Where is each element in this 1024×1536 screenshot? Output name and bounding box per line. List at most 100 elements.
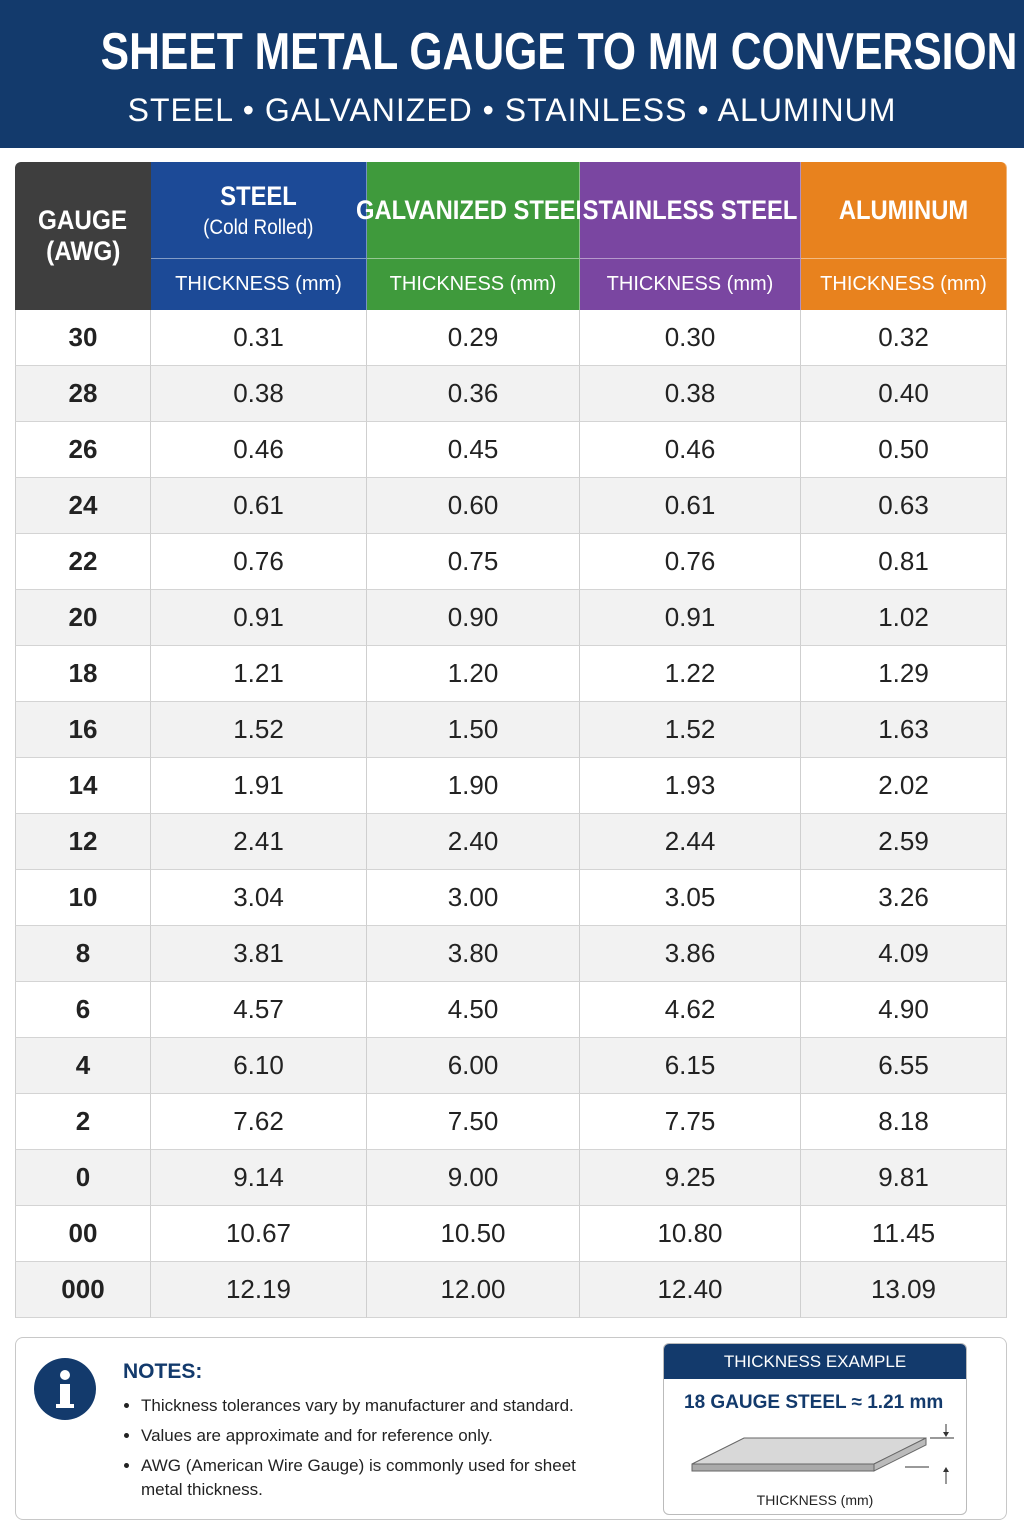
value-cell: 1.50 xyxy=(367,702,580,758)
column-header: STAINLESS STEEL xyxy=(580,162,801,258)
value-cell: 0.29 xyxy=(367,310,580,366)
value-cell: 4.57 xyxy=(151,982,367,1038)
value-cell: 1.52 xyxy=(580,702,801,758)
value-cell: 3.00 xyxy=(367,870,580,926)
value-cell: 3.04 xyxy=(151,870,367,926)
value-cell: 0.75 xyxy=(367,534,580,590)
value-cell: 3.26 xyxy=(801,870,1007,926)
column-unit: THICKNESS (mm) xyxy=(151,258,367,310)
value-cell: 9.00 xyxy=(367,1150,580,1206)
value-cell: 9.14 xyxy=(151,1150,367,1206)
value-cell: 0.38 xyxy=(151,366,367,422)
info-icon xyxy=(34,1358,96,1420)
value-cell: 9.81 xyxy=(801,1150,1007,1206)
value-cell: 2.41 xyxy=(151,814,367,870)
value-cell: 0.81 xyxy=(801,534,1007,590)
example-text: 18 GAUGE STEEL ≈ 1.21 mm xyxy=(684,1392,944,1413)
value-cell: 0.31 xyxy=(151,310,367,366)
value-cell: 12.40 xyxy=(580,1262,801,1318)
value-cell: 0.63 xyxy=(801,478,1007,534)
value-cell: 0.38 xyxy=(580,366,801,422)
value-cell: 10.67 xyxy=(151,1206,367,1262)
value-cell: 0.45 xyxy=(367,422,580,478)
notes-title: NOTES: xyxy=(123,1360,203,1383)
value-cell: 7.75 xyxy=(580,1094,801,1150)
column-note: (Cold Rolled) xyxy=(203,215,314,239)
value-cell: 11.45 xyxy=(801,1206,1007,1262)
value-cell: 1.93 xyxy=(580,758,801,814)
gauge-header: GAUGE (AWG) xyxy=(15,162,151,310)
value-cell: 1.20 xyxy=(367,646,580,702)
column-name: STEEL xyxy=(220,180,297,211)
column-unit: THICKNESS (mm) xyxy=(580,258,801,310)
value-cell: 0.90 xyxy=(367,590,580,646)
column-name: ALUMINUM xyxy=(838,194,969,225)
column-name: GALVANIZED STEEL xyxy=(355,194,591,225)
value-cell: 2.40 xyxy=(367,814,580,870)
gauge-cell: 22 xyxy=(15,534,151,590)
value-cell: 1.02 xyxy=(801,590,1007,646)
gauge-cell: 20 xyxy=(15,590,151,646)
value-cell: 3.05 xyxy=(580,870,801,926)
gauge-cell: 6 xyxy=(15,982,151,1038)
value-cell: 0.30 xyxy=(580,310,801,366)
notes-list: Thickness tolerances vary by manufacture… xyxy=(123,1394,621,1508)
value-cell: 0.32 xyxy=(801,310,1007,366)
gauge-cell: 10 xyxy=(15,870,151,926)
value-cell: 13.09 xyxy=(801,1262,1007,1318)
value-cell: 4.90 xyxy=(801,982,1007,1038)
gauge-cell: 30 xyxy=(15,310,151,366)
gauge-cell: 00 xyxy=(15,1206,151,1262)
gauge-cell: 26 xyxy=(15,422,151,478)
value-cell: 1.29 xyxy=(801,646,1007,702)
value-cell: 7.62 xyxy=(151,1094,367,1150)
gauge-cell: 2 xyxy=(15,1094,151,1150)
gauge-cell: 12 xyxy=(15,814,151,870)
value-cell: 12.00 xyxy=(367,1262,580,1318)
value-cell: 1.63 xyxy=(801,702,1007,758)
value-cell: 6.00 xyxy=(367,1038,580,1094)
gauge-cell: 000 xyxy=(15,1262,151,1318)
value-cell: 0.61 xyxy=(580,478,801,534)
example-title: THICKNESS EXAMPLE xyxy=(664,1344,966,1379)
value-cell: 1.90 xyxy=(367,758,580,814)
column-name: STAINLESS STEEL xyxy=(582,194,798,225)
value-cell: 1.21 xyxy=(151,646,367,702)
example-box: THICKNESS EXAMPLE 18 GAUGE STEEL ≈ 1.21 … xyxy=(663,1343,967,1515)
value-cell: 2.44 xyxy=(580,814,801,870)
title: SHEET METAL GAUGE TO MM CONVERSION xyxy=(0,22,1024,82)
value-cell: 3.80 xyxy=(367,926,580,982)
column-header: STEEL (Cold Rolled) xyxy=(151,162,367,258)
value-cell: 0.76 xyxy=(151,534,367,590)
title-text: SHEET METAL GAUGE TO MM CONVERSION xyxy=(100,23,1018,81)
value-cell: 0.61 xyxy=(151,478,367,534)
value-cell: 1.22 xyxy=(580,646,801,702)
value-cell: 4.62 xyxy=(580,982,801,1038)
note-item: AWG (American Wire Gauge) is commonly us… xyxy=(141,1454,621,1502)
gauge-cell: 28 xyxy=(15,366,151,422)
column-header: GALVANIZED STEEL xyxy=(356,162,590,258)
value-cell: 8.18 xyxy=(801,1094,1007,1150)
header: SHEET METAL GAUGE TO MM CONVERSION STEEL… xyxy=(0,0,1024,148)
notes-box: NOTES: Thickness tolerances vary by manu… xyxy=(15,1337,1007,1520)
value-cell: 3.81 xyxy=(151,926,367,982)
value-cell: 0.76 xyxy=(580,534,801,590)
value-cell: 2.02 xyxy=(801,758,1007,814)
gauge-cell: 18 xyxy=(15,646,151,702)
value-cell: 0.60 xyxy=(367,478,580,534)
value-cell: 0.91 xyxy=(151,590,367,646)
note-item: Values are approximate and for reference… xyxy=(141,1424,621,1448)
gauge-header-line: (AWG) xyxy=(45,236,121,266)
value-cell: 1.91 xyxy=(151,758,367,814)
value-cell: 2.59 xyxy=(801,814,1007,870)
example-label: THICKNESS (mm) xyxy=(756,1492,874,1508)
value-cell: 1.52 xyxy=(151,702,367,758)
value-cell: 9.25 xyxy=(580,1150,801,1206)
value-cell: 0.46 xyxy=(580,422,801,478)
note-item: Thickness tolerances vary by manufacture… xyxy=(141,1394,621,1418)
gauge-cell: 4 xyxy=(15,1038,151,1094)
column-header: ALUMINUM xyxy=(801,162,1007,258)
gauge-cell: 0 xyxy=(15,1150,151,1206)
value-cell: 12.19 xyxy=(151,1262,367,1318)
